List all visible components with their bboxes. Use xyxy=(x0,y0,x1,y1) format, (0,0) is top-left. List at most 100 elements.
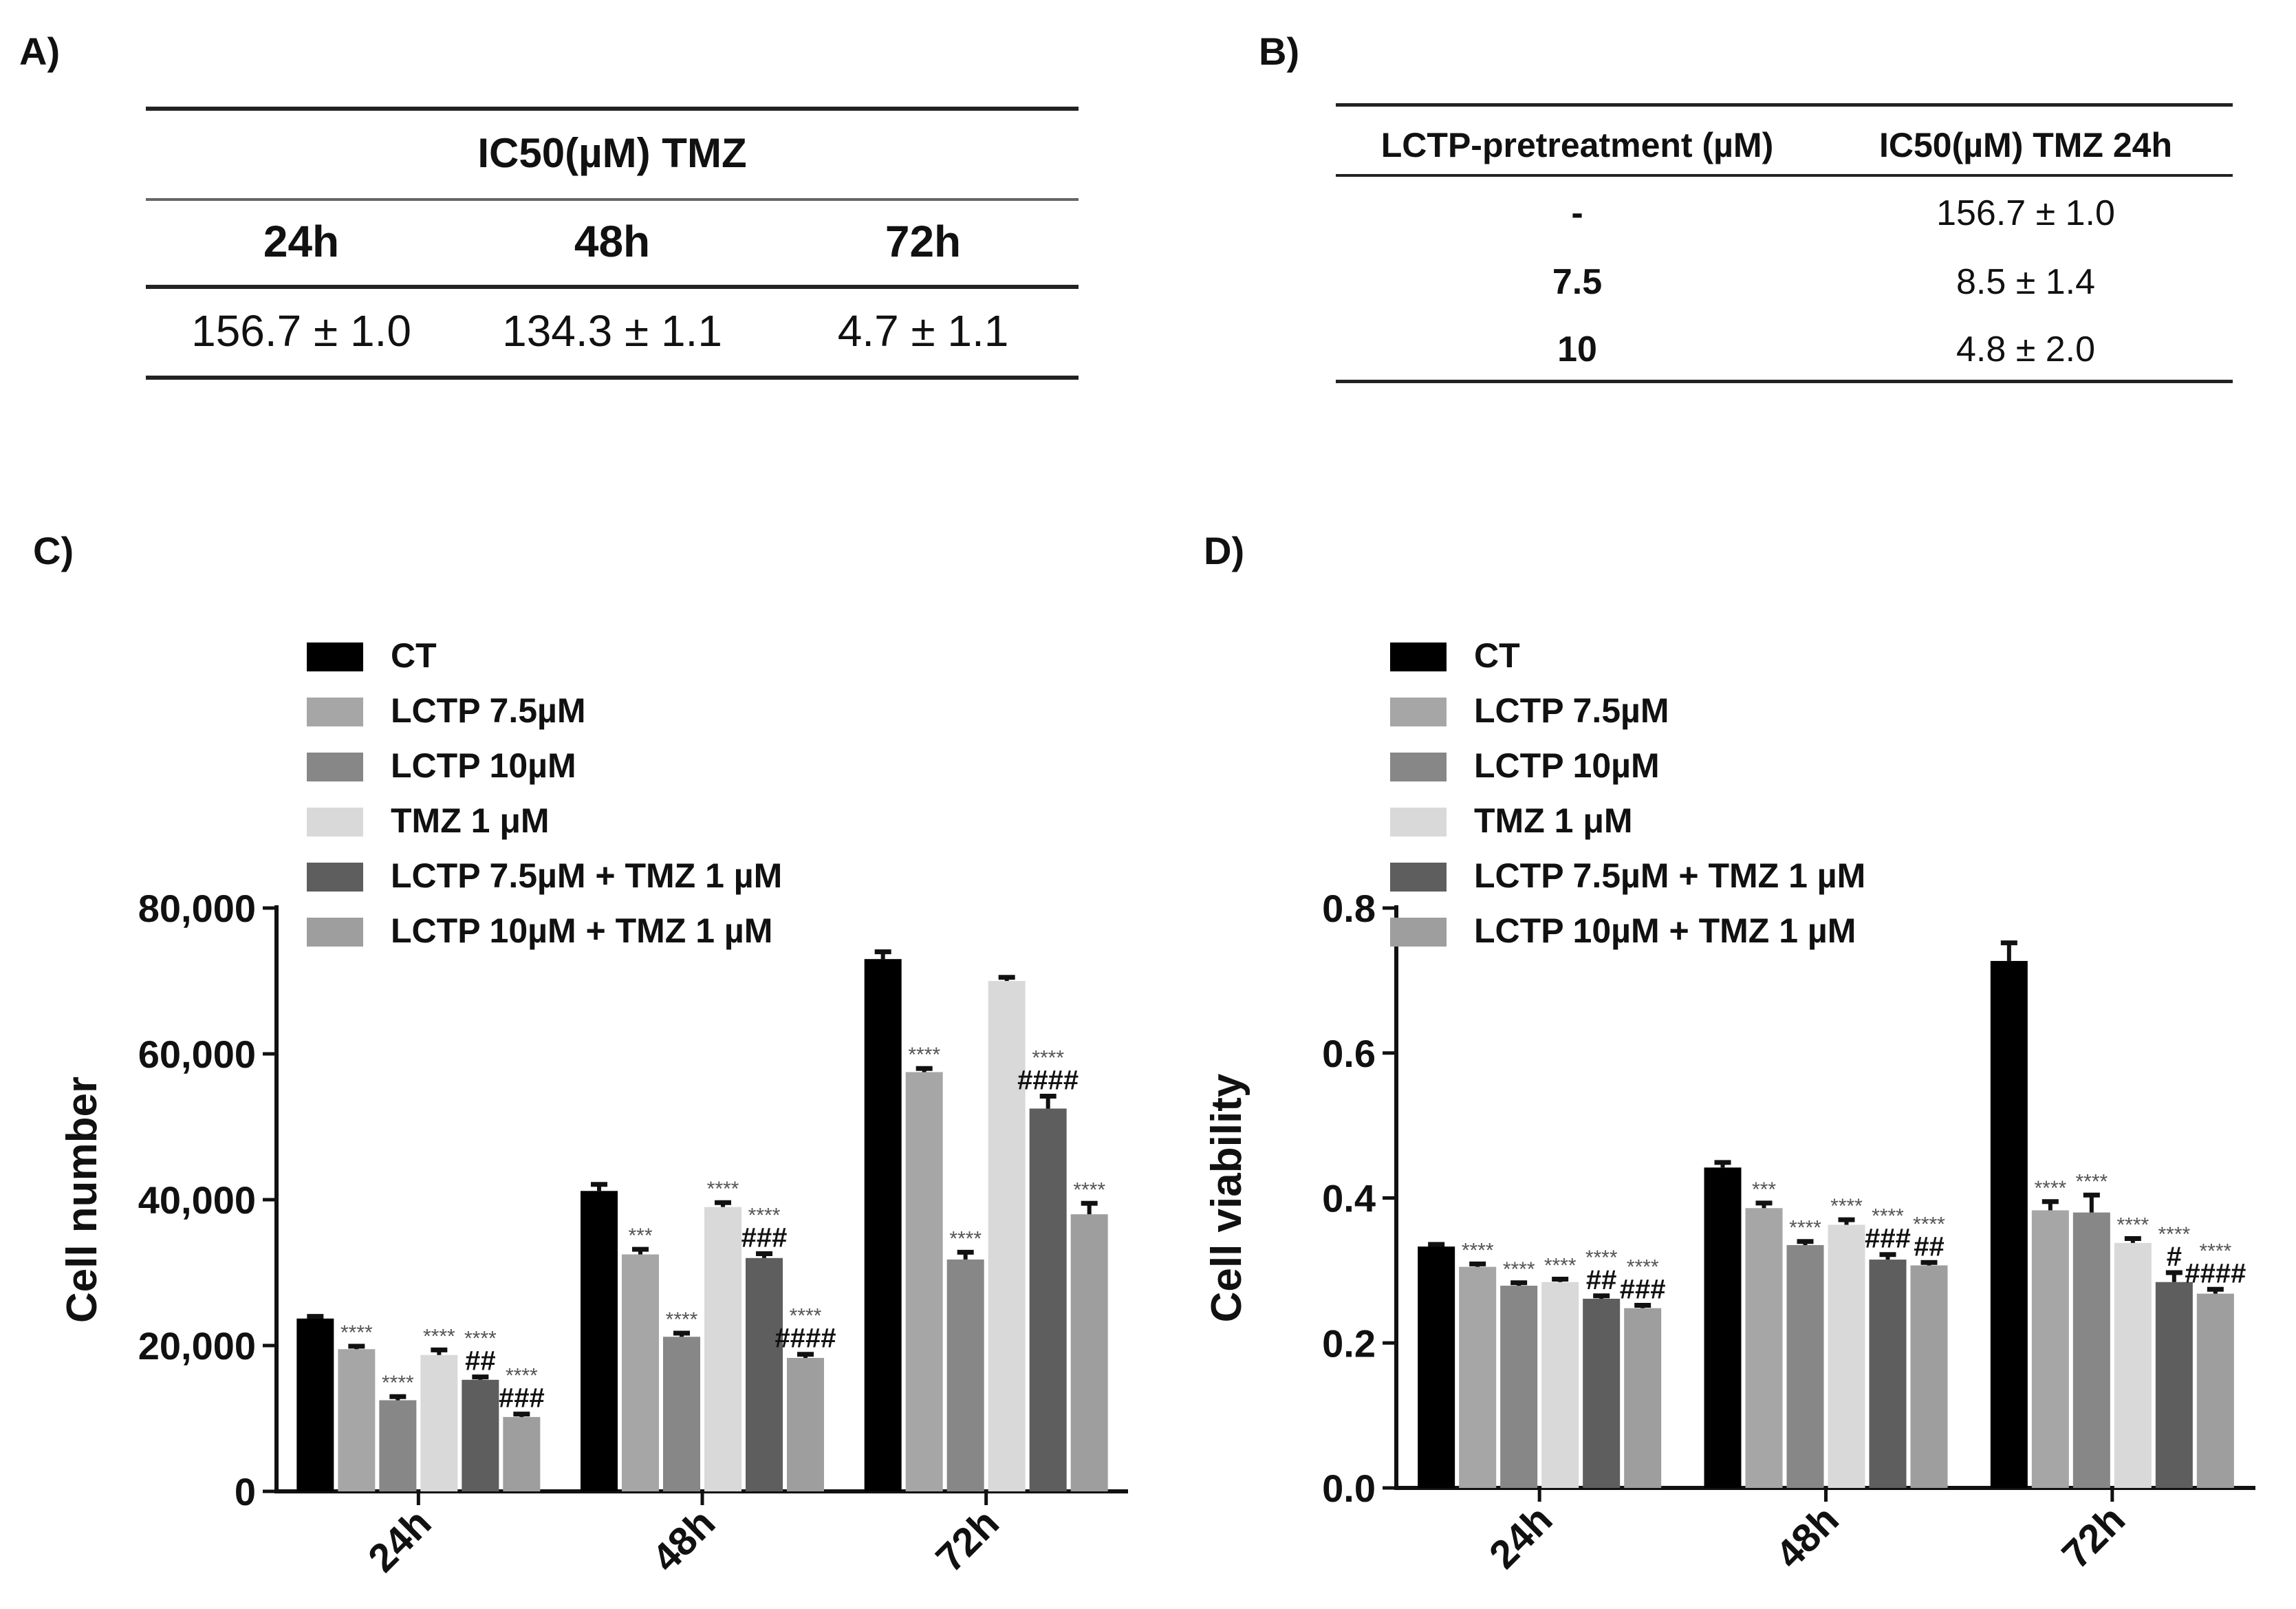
y-tick-label: 0.0 xyxy=(1322,1467,1376,1510)
table-a-top-rule xyxy=(146,107,1079,111)
legend-swatch xyxy=(1390,863,1447,892)
significance-label: **** xyxy=(908,1044,940,1066)
significance-label: **** xyxy=(1585,1246,1618,1269)
significance-label: #### xyxy=(1017,1065,1079,1095)
significance-label: **** xyxy=(1462,1239,1494,1262)
bar xyxy=(379,1400,417,1491)
significance-label: **** xyxy=(1503,1258,1535,1281)
significance-label: **** xyxy=(2075,1170,2108,1193)
legend-label: LCTP 7.5µM xyxy=(391,691,586,730)
bar xyxy=(2196,1293,2234,1488)
bar xyxy=(1990,960,2028,1488)
legend-label: LCTP 10µM + TMZ 1 µM xyxy=(1474,911,1856,950)
significance-label: **** xyxy=(1830,1195,1863,1218)
significance-label: ## xyxy=(465,1346,496,1376)
bar xyxy=(581,1191,618,1491)
legend-label: LCTP 10µM xyxy=(391,746,576,785)
significance-label: **** xyxy=(1032,1046,1064,1069)
legend-swatch xyxy=(1390,918,1447,947)
significance-label: **** xyxy=(2158,1223,2190,1246)
bar xyxy=(503,1416,541,1491)
significance-label: #### xyxy=(775,1324,836,1354)
y-tick-label: 60,000 xyxy=(138,1033,256,1076)
legend-label: CT xyxy=(1474,636,1520,675)
table-a-col-72h: 72h xyxy=(885,217,962,266)
x-tick-label: 24h xyxy=(1481,1497,1561,1577)
bar xyxy=(1745,1208,1783,1488)
x-tick-label: 24h xyxy=(360,1500,440,1581)
y-tick-label: 0.6 xyxy=(1322,1032,1376,1075)
table-a-col-48h: 48h xyxy=(574,217,651,266)
legend-label: TMZ 1 μM xyxy=(391,801,550,840)
legend-swatch xyxy=(307,698,363,726)
table-b-row3-ic50: 4.8 ± 2.0 xyxy=(1956,330,2095,369)
legend-label: LCTP 7.5µM xyxy=(1474,691,1669,730)
y-tick-label: 0.8 xyxy=(1322,887,1376,930)
significance-label: **** xyxy=(2199,1240,2231,1262)
legend-swatch xyxy=(1390,808,1447,836)
y-axis-label: Cell number xyxy=(58,1077,106,1323)
significance-label: **** xyxy=(464,1328,497,1350)
bar xyxy=(2114,1242,2152,1488)
legend-swatch xyxy=(1390,642,1447,671)
legend-swatch xyxy=(307,918,363,947)
y-tick-label: 20,000 xyxy=(138,1324,256,1368)
table-a-title: IC50(µM) TMZ xyxy=(477,130,747,176)
table-b-header-pretreatment: LCTP-pretreatment (µM) xyxy=(1380,126,1774,164)
y-tick-label: 40,000 xyxy=(138,1178,256,1222)
legend-label: LCTP 10µM xyxy=(1474,746,1660,785)
bar xyxy=(420,1354,458,1491)
bar xyxy=(1029,1108,1067,1491)
legend-swatch xyxy=(1390,753,1447,781)
significance-label: ### xyxy=(1620,1274,1666,1304)
legend-swatch xyxy=(307,808,363,836)
significance-label: **** xyxy=(1544,1255,1577,1277)
significance-label: **** xyxy=(2034,1177,2066,1200)
significance-label: ### xyxy=(741,1222,788,1253)
x-tick-label: 48h xyxy=(1767,1497,1848,1577)
bar xyxy=(1786,1244,1824,1488)
x-tick-label: 72h xyxy=(927,1500,1008,1581)
x-tick-label: 48h xyxy=(644,1500,724,1581)
significance-label: ### xyxy=(499,1383,545,1414)
significance-label: #### xyxy=(2185,1258,2246,1288)
table-b-row1-ic50: 156.7 ± 1.0 xyxy=(1936,193,2115,233)
table-b-row3-pretreatment: 10 xyxy=(1557,330,1597,369)
bar xyxy=(946,1259,984,1491)
table-b-row1-pretreatment: - xyxy=(1571,193,1583,233)
y-tick-label: 0.4 xyxy=(1322,1177,1376,1220)
legend-label: LCTP 10µM + TMZ 1 µM xyxy=(391,911,772,950)
bar xyxy=(296,1318,334,1491)
table-a-header-rule xyxy=(146,285,1079,289)
panel-label-b: B) xyxy=(1259,30,1300,73)
significance-label: **** xyxy=(382,1372,414,1394)
significance-label: **** xyxy=(949,1227,982,1250)
legend-swatch xyxy=(307,753,363,781)
significance-label: # xyxy=(2167,1242,2182,1272)
bar xyxy=(2155,1282,2193,1488)
significance-label: **** xyxy=(1872,1205,1904,1228)
bar xyxy=(1418,1246,1455,1488)
bar xyxy=(1541,1282,1579,1488)
significance-label: ### xyxy=(1865,1224,1911,1254)
significance-label: **** xyxy=(423,1325,455,1348)
table-b-top-rule xyxy=(1336,103,2233,107)
significance-label: **** xyxy=(1627,1255,1659,1278)
table-b-header-rule xyxy=(1336,174,2233,177)
y-tick-label: 0.2 xyxy=(1322,1321,1376,1365)
bar xyxy=(1910,1265,1948,1488)
bar xyxy=(864,959,902,1491)
bar xyxy=(1583,1298,1621,1488)
bar xyxy=(1500,1286,1538,1488)
bar xyxy=(663,1337,700,1491)
bar xyxy=(1459,1266,1497,1488)
significance-label: *** xyxy=(1752,1178,1776,1201)
y-axis-label: Cell viability xyxy=(1203,1073,1250,1322)
significance-label: **** xyxy=(506,1365,538,1387)
significance-label: **** xyxy=(2116,1214,2149,1237)
significance-label: **** xyxy=(1073,1178,1105,1201)
legend-label: TMZ 1 μM xyxy=(1474,801,1633,840)
y-tick-label: 0 xyxy=(235,1470,256,1513)
